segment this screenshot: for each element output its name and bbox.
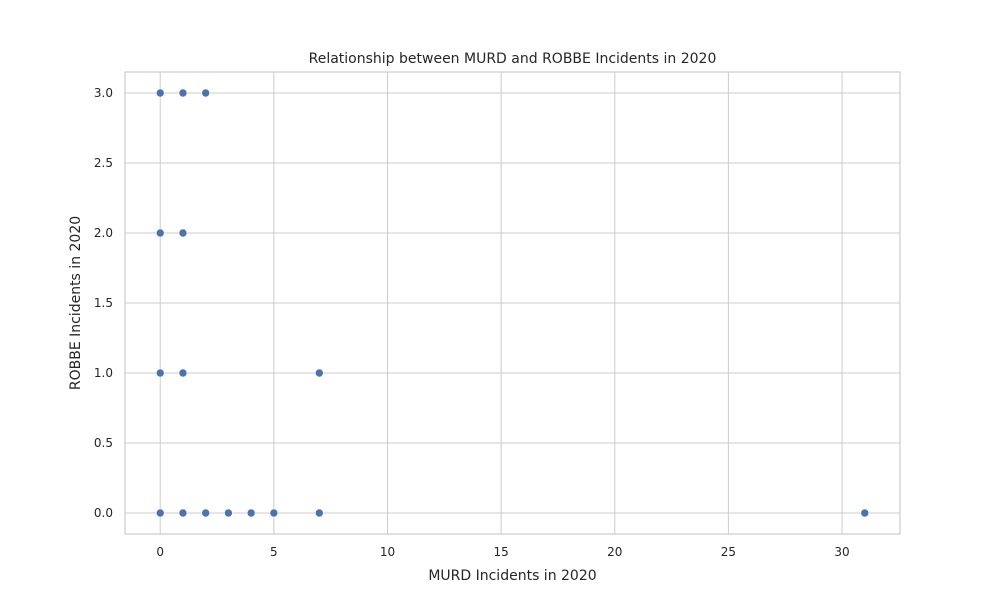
y-tick-label: 2.0 (94, 226, 113, 240)
x-tick-label: 10 (380, 545, 395, 559)
x-tick-label: 25 (721, 545, 736, 559)
data-points (155, 88, 870, 518)
plot-area-frame (124, 71, 901, 535)
x-tick-label: 0 (156, 545, 164, 559)
tick-labels: 0 5 10 15 20 25 30 0.0 0.5 1.0 1.5 2.0 2.5 3.0 (94, 86, 850, 559)
data-point (246, 508, 256, 518)
y-tick-label: 1.5 (94, 296, 113, 310)
data-point (155, 88, 165, 98)
y-tick-label: 2.5 (94, 156, 113, 170)
data-point (178, 88, 188, 98)
y-tick-label: 1.0 (94, 366, 113, 380)
x-tick-label: 5 (270, 545, 278, 559)
data-point (178, 368, 188, 378)
y-tick-label: 0.5 (94, 436, 113, 450)
data-point (201, 508, 210, 518)
data-point (315, 508, 324, 518)
data-point (860, 508, 870, 518)
data-point (269, 508, 279, 518)
data-point (178, 228, 188, 238)
data-point (178, 508, 188, 518)
x-tick-label: 15 (493, 545, 508, 559)
grid-lines (125, 72, 900, 534)
data-point (315, 368, 324, 378)
data-point (155, 508, 165, 518)
y-tick-label: 0.0 (94, 506, 113, 520)
data-point (224, 508, 233, 518)
x-tick-label: 30 (834, 545, 849, 559)
data-point (201, 88, 210, 98)
chart-title: Relationship between MURD and ROBBE Inci… (309, 51, 717, 67)
data-point (155, 228, 165, 238)
x-axis-label: MURD Incidents in 2020 (428, 568, 596, 584)
x-tick-label: 20 (607, 545, 622, 559)
y-tick-label: 3.0 (94, 86, 113, 100)
y-axis-label: ROBBE Incidents in 2020 (68, 216, 84, 390)
data-point (155, 368, 165, 378)
